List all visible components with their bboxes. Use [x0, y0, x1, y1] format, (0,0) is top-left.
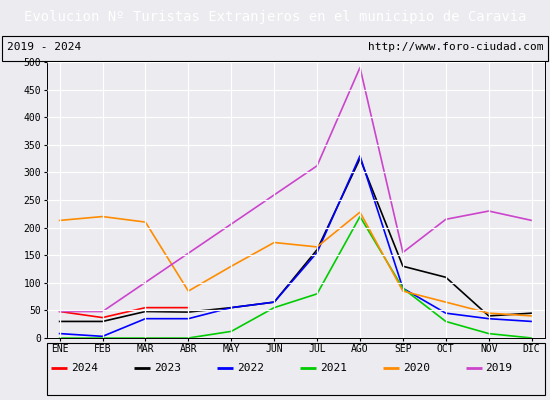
Text: 2019 - 2024: 2019 - 2024	[7, 42, 81, 52]
Text: Evolucion Nº Turistas Extranjeros en el municipio de Caravia: Evolucion Nº Turistas Extranjeros en el …	[24, 10, 526, 24]
Text: 2023: 2023	[154, 363, 181, 373]
Text: 2019: 2019	[486, 363, 513, 373]
Text: 2022: 2022	[236, 363, 263, 373]
Text: 2024: 2024	[71, 363, 98, 373]
Bar	[47, 343, 544, 395]
Text: 2021: 2021	[320, 363, 346, 373]
Text: http://www.foro-ciudad.com: http://www.foro-ciudad.com	[368, 42, 543, 52]
Text: 2020: 2020	[403, 363, 430, 373]
Bar	[2, 36, 548, 61]
